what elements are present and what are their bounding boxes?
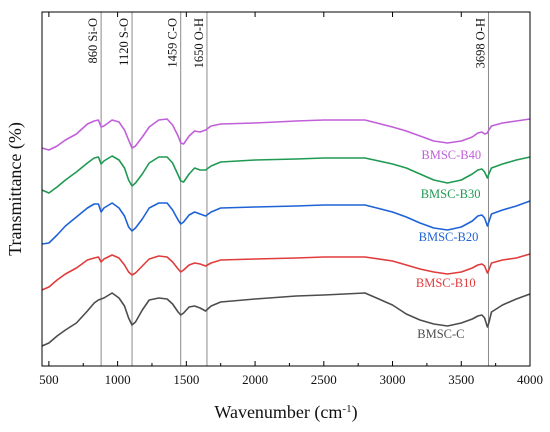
x-axis-title: Wavenumber (cm-1) bbox=[214, 402, 357, 423]
series-label: BMSC-C bbox=[417, 327, 464, 341]
series-line bbox=[41, 200, 531, 245]
series-line bbox=[41, 253, 531, 291]
series-line bbox=[41, 118, 531, 151]
plot-frame bbox=[41, 11, 531, 367]
series-line bbox=[41, 155, 531, 194]
series-line bbox=[41, 292, 531, 347]
x-tick-label: 2000 bbox=[242, 372, 268, 387]
x-axis-title-suffix: ) bbox=[352, 402, 358, 423]
annotation-layer: 860 Si-O 1120 S-O 1459 C-O 1650 O-H 3698 O-H bbox=[86, 12, 489, 366]
x-tick-label: 4000 bbox=[517, 372, 543, 387]
x-tick-label: 2500 bbox=[311, 372, 337, 387]
annotation-label: 1650 O-H bbox=[192, 18, 206, 68]
series-label: BMSC-B10 bbox=[416, 276, 476, 290]
annotation-label: 860 Si-O bbox=[86, 18, 100, 64]
x-tick-label: 1500 bbox=[173, 372, 199, 387]
x-tick-label: 3500 bbox=[448, 372, 474, 387]
series-label: BMSC-B20 bbox=[419, 230, 479, 244]
annotation-label: 1120 S-O bbox=[117, 18, 131, 66]
y-axis-title: Transmittance (%) bbox=[5, 122, 26, 256]
series-layer: BMSC-B40 BMSC-B30 BMSC-B20 BMSC-B10 BMSC-C bbox=[41, 118, 531, 347]
x-tick-label: 1000 bbox=[105, 372, 131, 387]
x-axis-title-main: Wavenumber (cm bbox=[214, 402, 342, 423]
x-tick-label: 500 bbox=[39, 372, 59, 387]
x-axis-title-sup: -1 bbox=[342, 403, 351, 415]
annotation-label: 1459 C-O bbox=[166, 18, 180, 68]
series-label: BMSC-B30 bbox=[421, 187, 481, 201]
x-tick-label: 3000 bbox=[380, 372, 406, 387]
annotation-label: 3698 O-H bbox=[473, 18, 487, 68]
series-label: BMSC-B40 bbox=[421, 148, 481, 162]
x-axis-ticks: 500 1000 1500 2000 2500 3000 3500 4000 bbox=[39, 12, 543, 387]
